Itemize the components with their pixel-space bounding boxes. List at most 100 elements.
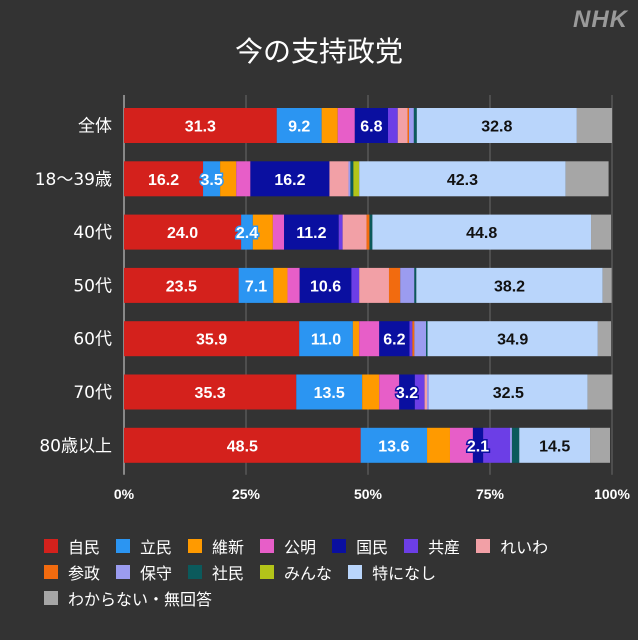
category-labels: 全体 18〜39歳 40代 50代 60代 70代 80歳以上 (35, 117, 112, 457)
bar-segment (379, 374, 400, 410)
data-label: 2.1 (467, 438, 489, 455)
data-label: 16.2 (148, 172, 179, 189)
category-label: 50代 (73, 276, 112, 296)
bar-segment (429, 374, 588, 410)
bar-segment (352, 321, 360, 357)
bar-segment (124, 321, 300, 357)
legend-swatch (44, 565, 58, 579)
bar-segment (338, 214, 343, 250)
data-label: 6.2 (383, 332, 405, 349)
x-tick-label: 50% (354, 486, 383, 502)
bar-segment (296, 374, 363, 410)
legend-item: 自民 (44, 534, 100, 558)
bar-segment (359, 267, 389, 303)
legend-label: 立民 (140, 538, 173, 557)
bar-segment (337, 108, 355, 143)
legend-item: 共産 (404, 534, 460, 558)
legend-item: 立民 (116, 534, 172, 558)
legend-label: 参政 (68, 564, 101, 583)
bar-segment (366, 214, 370, 250)
bar-segment (238, 267, 274, 303)
legend-swatch (44, 539, 58, 553)
bar-segment (351, 267, 360, 303)
bar-segment (350, 161, 354, 197)
bar-segment (379, 321, 410, 357)
x-tick-label: 25% (232, 486, 261, 502)
bar-segment (250, 161, 330, 197)
legend-label: わからない・無回答 (68, 590, 213, 609)
bar-segment (252, 214, 273, 250)
bar-segment (321, 108, 338, 143)
bar-segment (408, 108, 414, 143)
legend-item: 社民 (188, 560, 244, 584)
category-label: 80歳以上 (39, 436, 112, 456)
bar-segment (287, 267, 300, 303)
bar-segment (565, 161, 609, 197)
bar-segment (329, 161, 349, 197)
bar-segment (299, 321, 353, 357)
category-label: 18〜39歳 (35, 170, 112, 190)
data-label: 7.1 (245, 278, 267, 295)
bar-segment (414, 267, 417, 303)
bar-segment (203, 161, 221, 197)
data-label: 9.2 (288, 119, 310, 136)
data-label: 34.9 (497, 332, 528, 349)
bar-segment (472, 427, 484, 463)
bar-segment (360, 427, 428, 463)
bar-segment (354, 108, 389, 143)
bar-segment (427, 374, 429, 410)
bars (124, 108, 613, 463)
bar-segment (276, 108, 322, 143)
legend-swatch (188, 565, 203, 579)
bar-segment (272, 214, 285, 250)
bar-segment (388, 108, 398, 143)
bar-segment (372, 214, 592, 250)
data-label: 3.2 (396, 385, 418, 402)
data-label: 44.8 (466, 225, 497, 242)
legend-label: 社民 (212, 564, 245, 583)
bar-segment (220, 161, 237, 197)
bar-segment (576, 108, 612, 143)
bar-segment (124, 267, 239, 303)
legend-swatch (44, 591, 58, 605)
bar-segment (414, 321, 427, 357)
category-label: 60代 (73, 330, 112, 350)
nhk-logo: NHK (573, 6, 628, 33)
legend-item: 特になし (348, 560, 436, 584)
legend-row: 自民 立民 維新 公明 国民 共産 れいわ (44, 533, 634, 559)
legend-swatch (260, 565, 275, 579)
legend-item: 参政 (44, 560, 100, 584)
data-label: 11.2 (296, 225, 326, 242)
data-label: 42.3 (447, 172, 478, 189)
bar-segment (591, 214, 612, 250)
bar-segment (362, 374, 380, 410)
bar-segment (124, 214, 242, 250)
legend-label: 自民 (68, 538, 101, 557)
data-label: 32.8 (481, 119, 512, 136)
bar-segment (359, 161, 566, 197)
chart-title: 今の支持政党 (234, 35, 403, 68)
bar-segment (483, 427, 511, 463)
data-label: 31.3 (185, 119, 216, 136)
data-label: 13.6 (378, 438, 409, 455)
legend-row: 参政 保守 社民 みんな 特になし (44, 559, 634, 585)
legend-row: わからない・無回答 (44, 585, 634, 611)
bar-segment (124, 427, 361, 463)
bar-segment (409, 321, 413, 357)
bar-segment (426, 321, 428, 357)
bar-segment (416, 267, 603, 303)
data-label: 13.5 (314, 385, 345, 402)
legend-label: 保守 (140, 564, 173, 583)
legend-swatch (116, 539, 131, 553)
bar-segment (284, 214, 339, 250)
bar-segment (399, 374, 415, 410)
bar-segment (397, 108, 408, 143)
bar-segment (414, 374, 425, 410)
bar-segment (424, 374, 428, 410)
bar-segment (407, 108, 409, 143)
bar-segment (388, 267, 401, 303)
data-label: 11.0 (311, 332, 341, 349)
legend-item: れいわ (476, 534, 548, 558)
bar-segment (602, 267, 612, 303)
bar-segment (427, 321, 598, 357)
